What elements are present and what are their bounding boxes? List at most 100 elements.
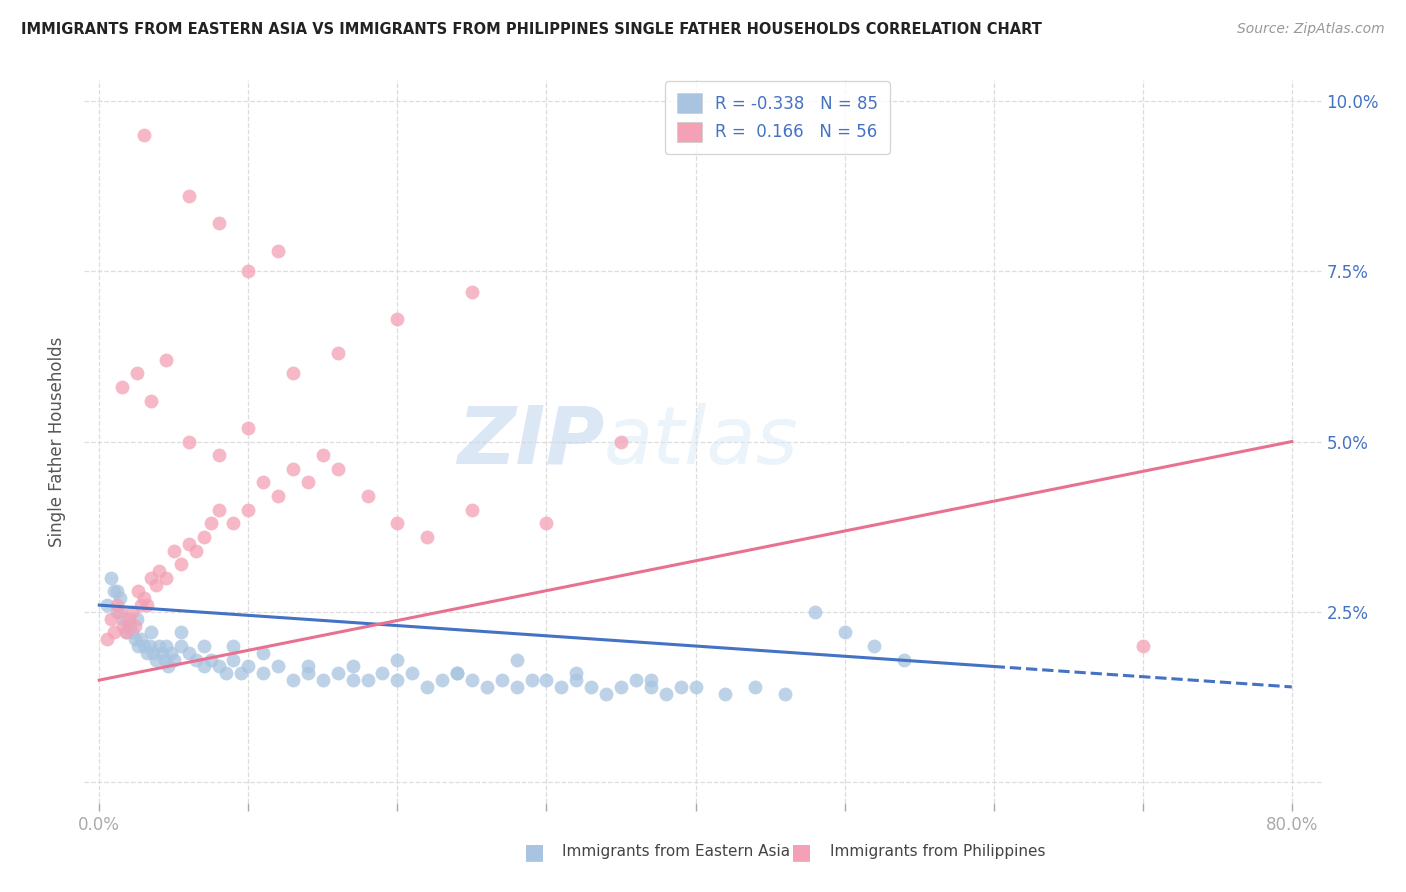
- Point: [170, 558, 193, 572]
- Y-axis label: Single Father Households: Single Father Households: [48, 336, 66, 547]
- Point: [401, 666, 423, 681]
- Point: [155, 639, 177, 653]
- Point: [312, 448, 335, 462]
- Point: [685, 680, 707, 694]
- Point: [342, 673, 364, 687]
- Point: [520, 673, 543, 687]
- Point: [281, 462, 304, 476]
- Point: [112, 618, 135, 632]
- Point: [654, 687, 676, 701]
- Point: [177, 537, 200, 551]
- Point: [238, 502, 260, 516]
- Point: [610, 680, 633, 694]
- Text: Immigrants from Philippines: Immigrants from Philippines: [830, 845, 1045, 859]
- Point: [105, 584, 128, 599]
- Point: [491, 673, 513, 687]
- Point: [267, 659, 290, 673]
- Point: [893, 653, 915, 667]
- Point: [100, 612, 122, 626]
- Point: [744, 680, 766, 694]
- Point: [155, 571, 177, 585]
- Point: [387, 516, 409, 531]
- Point: [416, 680, 439, 694]
- Point: [387, 311, 409, 326]
- Point: [371, 666, 394, 681]
- Point: [229, 666, 252, 681]
- Point: [127, 584, 149, 599]
- Point: [132, 128, 155, 142]
- Point: [105, 605, 128, 619]
- Point: [461, 502, 484, 516]
- Point: [145, 653, 167, 667]
- Point: [129, 598, 152, 612]
- Point: [136, 598, 159, 612]
- Point: [714, 687, 737, 701]
- Point: [207, 448, 229, 462]
- Point: [267, 489, 290, 503]
- Point: [136, 646, 159, 660]
- Point: [153, 653, 176, 667]
- Point: [103, 625, 125, 640]
- Point: [145, 577, 167, 591]
- Point: [121, 625, 143, 640]
- Point: [111, 380, 134, 394]
- Point: [326, 462, 349, 476]
- Point: [112, 612, 135, 626]
- Point: [148, 639, 170, 653]
- Point: [150, 646, 173, 660]
- Point: [387, 673, 409, 687]
- Point: [177, 434, 200, 449]
- Point: [475, 680, 498, 694]
- Point: [640, 680, 662, 694]
- Point: [207, 502, 229, 516]
- Text: ■: ■: [792, 842, 811, 862]
- Point: [297, 475, 319, 490]
- Point: [177, 189, 200, 203]
- Point: [100, 571, 122, 585]
- Point: [163, 653, 186, 667]
- Point: [141, 393, 163, 408]
- Point: [536, 673, 558, 687]
- Point: [430, 673, 453, 687]
- Point: [267, 244, 290, 258]
- Point: [640, 673, 662, 687]
- Text: IMMIGRANTS FROM EASTERN ASIA VS IMMIGRANTS FROM PHILIPPINES SINGLE FATHER HOUSEH: IMMIGRANTS FROM EASTERN ASIA VS IMMIGRAN…: [21, 22, 1042, 37]
- Point: [669, 680, 692, 694]
- Point: [281, 367, 304, 381]
- Point: [141, 571, 163, 585]
- Point: [342, 659, 364, 673]
- Point: [142, 646, 165, 660]
- Text: Immigrants from Eastern Asia: Immigrants from Eastern Asia: [562, 845, 790, 859]
- Point: [565, 673, 588, 687]
- Point: [115, 625, 138, 640]
- Point: [118, 618, 141, 632]
- Point: [834, 625, 856, 640]
- Point: [108, 605, 131, 619]
- Point: [125, 612, 148, 626]
- Point: [121, 605, 143, 619]
- Point: [193, 530, 215, 544]
- Point: [170, 625, 193, 640]
- Text: atlas: atlas: [605, 402, 799, 481]
- Point: [461, 673, 484, 687]
- Point: [624, 673, 647, 687]
- Point: [200, 653, 222, 667]
- Point: [297, 659, 319, 673]
- Point: [416, 530, 439, 544]
- Point: [252, 646, 274, 660]
- Point: [505, 653, 527, 667]
- Point: [215, 666, 238, 681]
- Point: [193, 639, 215, 653]
- Text: ZIP: ZIP: [457, 402, 605, 481]
- Point: [200, 516, 222, 531]
- Point: [177, 646, 200, 660]
- Point: [222, 516, 245, 531]
- Point: [118, 612, 141, 626]
- Point: [193, 659, 215, 673]
- Point: [186, 653, 208, 667]
- Point: [281, 673, 304, 687]
- Point: [159, 646, 181, 660]
- Point: [773, 687, 796, 701]
- Point: [238, 659, 260, 673]
- Point: [155, 352, 177, 367]
